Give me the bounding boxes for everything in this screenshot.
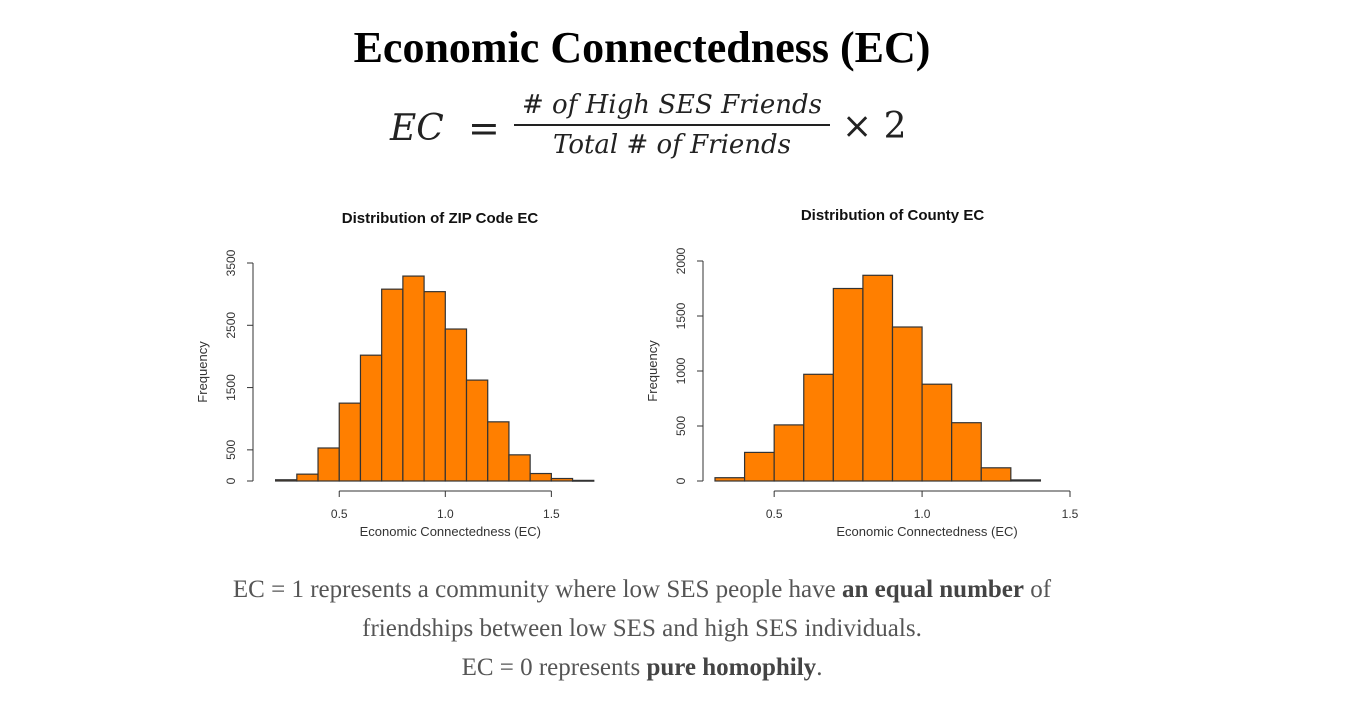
x-tick-label: 1.0	[914, 507, 931, 521]
histogram-bar	[423, 291, 446, 482]
fraction-bar	[514, 124, 830, 126]
x-tick-label: 0.5	[766, 507, 783, 521]
caption-text: .	[816, 654, 823, 681]
y-tick-label: 0	[674, 477, 688, 484]
histogram-bar	[743, 451, 775, 482]
caption-emphasis: pure homophily	[646, 654, 817, 681]
y-tick-label: 0	[224, 477, 238, 484]
y-tick-label: 500	[674, 416, 688, 436]
histogram-bar	[508, 454, 531, 482]
y-tick-label: 1500	[224, 374, 238, 401]
x-axis-label: Economic Connectedness (EC)	[360, 524, 541, 539]
histogram-bar	[571, 479, 595, 482]
caption: EC = 1 represents a community where low …	[0, 570, 1284, 687]
y-tick-label: 1500	[674, 302, 688, 329]
histogram-bar	[381, 288, 404, 482]
histogram-bar	[862, 274, 894, 482]
caption-line-3: EC = 0 represents pure homophily.	[0, 648, 1284, 687]
x-tick-label: 1.0	[437, 507, 454, 521]
y-tick-label: 500	[224, 440, 238, 460]
histogram-bar	[444, 328, 468, 482]
histogram-bar	[487, 421, 510, 482]
formula-numerator: # of High SES Friends	[521, 90, 822, 120]
y-axis-label: Frequency	[195, 341, 210, 403]
histogram-bar	[275, 479, 298, 482]
histogram-bar	[951, 422, 982, 482]
histogram-bar	[402, 275, 425, 482]
histogram-bar	[529, 472, 552, 482]
x-tick-label: 0.5	[331, 507, 348, 521]
y-tick-label: 2000	[674, 247, 688, 274]
histogram-bar	[1010, 479, 1042, 482]
formula-fraction: # of High SES Friends Total # of Friends	[514, 90, 830, 160]
caption-emphasis: an equal number	[842, 576, 1024, 603]
county-ec-histogram: Distribution of County EC 0.5 1.0 1.5 Econom…	[645, 207, 1079, 539]
histogram-bar	[317, 447, 340, 482]
histogram-bar	[803, 373, 834, 482]
chart-title: Distribution of County EC	[801, 207, 984, 224]
formula-denominator: Total # of Friends	[553, 130, 791, 160]
histogram-bar	[832, 287, 864, 482]
y-tick-label: 2500	[224, 312, 238, 339]
caption-text: EC = 0 represents	[461, 654, 647, 681]
zip-ec-histogram: Distribution of ZIP Code EC 0.5 1.0 1.5Econ…	[195, 210, 595, 539]
histogram-bar	[550, 477, 574, 482]
formula-lhs: EC	[390, 108, 444, 149]
y-tick-label: 1000	[674, 357, 688, 384]
formula-multiplier: × 2	[842, 106, 907, 147]
formula-equals: =	[468, 106, 500, 150]
page-title: Economic Connectedness (EC)	[353, 23, 931, 72]
chart-title: Distribution of ZIP Code EC	[342, 210, 539, 227]
histogram-bar	[773, 424, 805, 482]
caption-text: EC = 1 represents a community where low …	[232, 576, 843, 603]
y-tick-label: 3500	[224, 249, 238, 276]
caption-line-1: EC = 1 represents a community where low …	[0, 570, 1284, 609]
histogram-bar	[980, 467, 1012, 482]
x-axis-label: Economic Connectedness (EC)	[836, 524, 1017, 539]
histogram-bar	[714, 477, 746, 482]
histogram-bar	[359, 354, 383, 482]
histogram-bar	[465, 379, 489, 482]
caption-line-2: friendships between low SES and high SES…	[362, 615, 922, 642]
histogram-bar	[338, 402, 362, 482]
y-axis-label: Frequency	[645, 340, 660, 402]
caption-text: of	[1024, 576, 1052, 603]
x-tick-label: 1.5	[1062, 507, 1079, 521]
histogram-bar	[891, 326, 923, 482]
histogram-bar	[296, 473, 319, 482]
histogram-bar	[921, 383, 953, 482]
x-tick-label: 1.5	[543, 507, 560, 521]
